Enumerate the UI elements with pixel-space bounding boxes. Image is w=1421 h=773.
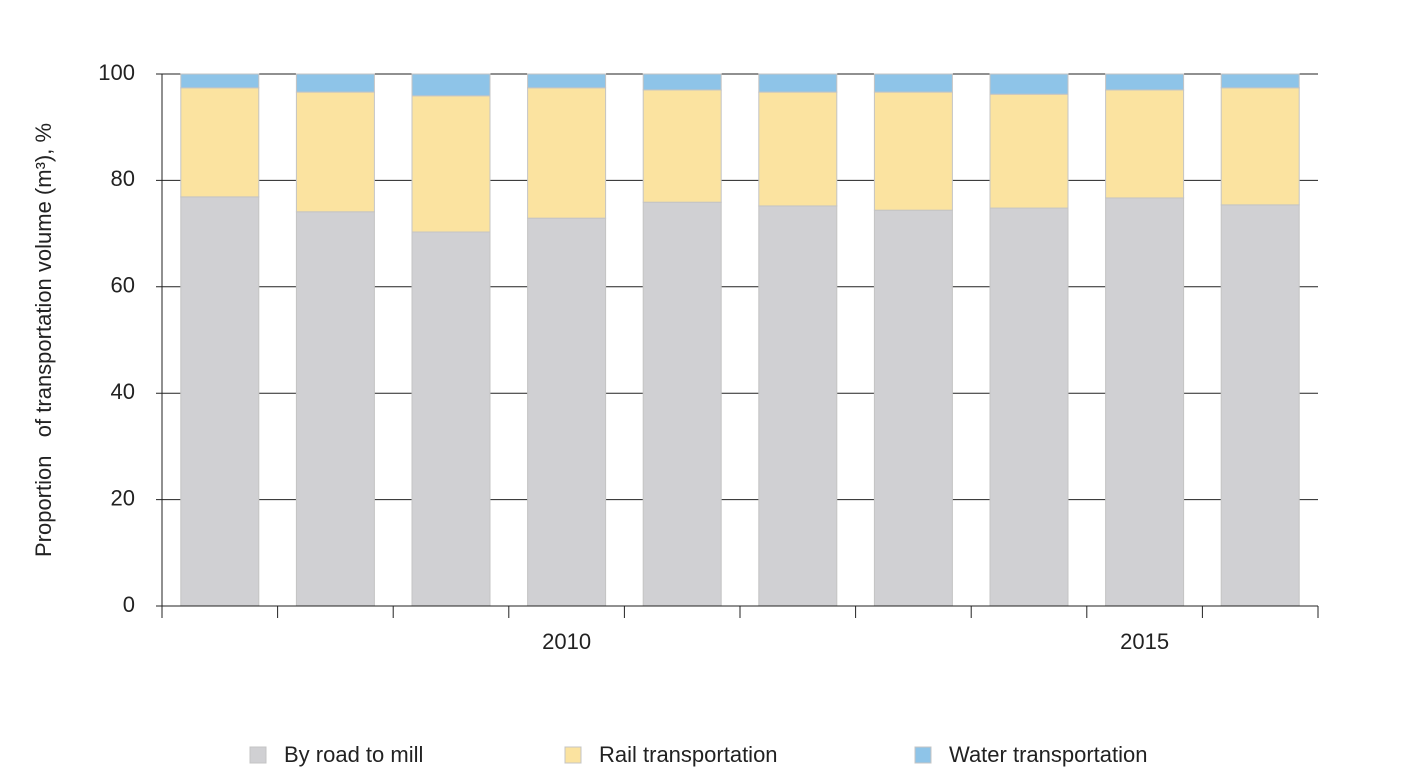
legend-label: Water transportation	[949, 742, 1148, 767]
bar-segment	[295, 91, 375, 213]
bar-segment	[180, 87, 260, 198]
bar-segment	[642, 73, 722, 91]
bar-segment	[411, 73, 491, 97]
bar-segment	[527, 73, 607, 89]
bar-segment	[1220, 87, 1300, 206]
bar-segment	[295, 211, 375, 607]
bar-segment	[1105, 89, 1185, 199]
bar-segment	[411, 95, 491, 233]
legend-swatch	[564, 746, 582, 764]
bar-segment	[1105, 73, 1185, 91]
y-tick-label: 80	[111, 166, 135, 191]
x-tick-label: 2015	[1120, 629, 1169, 654]
y-tick-label: 60	[111, 273, 135, 298]
bar-segment	[758, 91, 838, 207]
bar-segment	[411, 231, 491, 607]
y-tick-label: 20	[111, 485, 135, 510]
bar-segment	[295, 73, 375, 93]
bar-segment	[873, 73, 953, 93]
x-tick-label: 2010	[542, 629, 591, 654]
bar-segment	[873, 91, 953, 211]
bar-segment	[989, 207, 1069, 607]
y-tick-label: 0	[123, 592, 135, 617]
bar-segment	[1105, 197, 1185, 607]
legend-swatch	[249, 746, 267, 764]
bar-segment	[527, 87, 607, 219]
bar-segment	[989, 73, 1069, 95]
y-tick-label: 100	[98, 60, 135, 85]
bar-segment	[758, 205, 838, 607]
bar-segment	[989, 93, 1069, 209]
bar-segment	[642, 89, 722, 203]
legend-label: By road to mill	[284, 742, 423, 767]
bar-segment	[527, 217, 607, 607]
legend-label: Rail transportation	[599, 742, 778, 767]
y-tick-label: 40	[111, 379, 135, 404]
bar-segment	[1220, 204, 1300, 607]
bar-segment	[642, 201, 722, 607]
legend-swatch	[914, 746, 932, 764]
bar-segment	[180, 196, 260, 607]
y-axis-label: Proportion of transportation volume (m³)…	[31, 123, 56, 557]
bar-segment	[758, 73, 838, 93]
bar-segment	[180, 73, 260, 89]
bar-segment	[1220, 73, 1300, 89]
bar-segment	[873, 209, 953, 607]
